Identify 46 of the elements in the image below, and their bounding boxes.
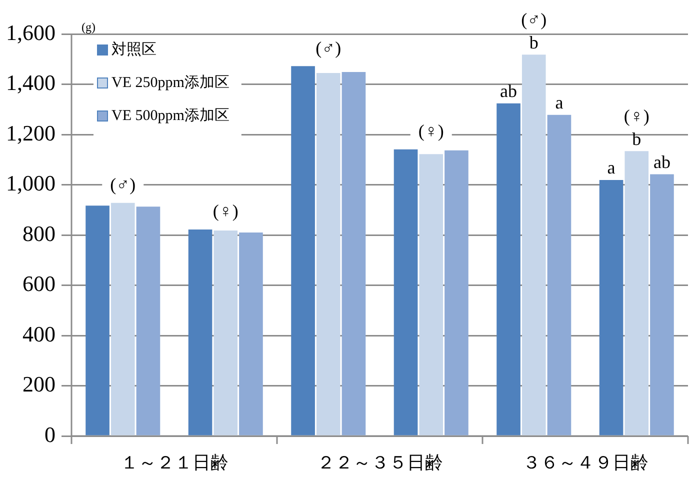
legend-label: VE 500ppm添加区 <box>112 106 230 124</box>
data-label: a <box>607 158 616 178</box>
legend-label: 対照区 <box>112 40 156 58</box>
bar <box>444 150 468 436</box>
bar <box>291 66 315 436</box>
y-tick-label: 400 <box>22 321 56 346</box>
data-label: ab <box>653 152 670 172</box>
y-tick-label: 1,200 <box>6 120 56 146</box>
bar <box>522 54 546 436</box>
x-tick-label: (♀) <box>212 201 238 222</box>
bar <box>419 154 444 436</box>
bar <box>239 232 263 436</box>
data-label: a <box>555 92 564 113</box>
bar <box>547 114 572 436</box>
legend-label: VE 250ppm添加区 <box>112 74 230 91</box>
bar <box>650 174 674 436</box>
bar <box>110 202 135 436</box>
text: ３６～４９日齢 <box>522 452 648 473</box>
bar <box>188 229 212 436</box>
y-tick-label: 0 <box>44 422 56 447</box>
bar <box>394 149 418 436</box>
x-tick-label: (♀) <box>418 121 444 142</box>
bar <box>496 103 520 436</box>
bar <box>214 230 238 436</box>
y-tick-label: 1,600 <box>6 20 56 45</box>
y-tick-label: 200 <box>22 372 56 397</box>
x-tick-label: (♂) <box>110 174 136 195</box>
y-tick-label: 600 <box>22 271 56 296</box>
data-label: ab <box>500 81 518 102</box>
data-label: b <box>632 128 642 149</box>
bar <box>86 206 110 436</box>
text: １～２１日齢 <box>120 452 228 473</box>
data-label: b <box>529 32 538 52</box>
y-tick-label: 1,000 <box>6 170 56 196</box>
y-axis-title: (g) <box>82 20 96 34</box>
y-tick-label: 800 <box>22 220 56 246</box>
bar <box>316 72 340 436</box>
x-tick-label: (♂) <box>521 9 547 30</box>
text: ２２～３５日齢 <box>316 452 443 473</box>
bar <box>136 206 160 436</box>
bar <box>599 180 624 436</box>
x-tick-label: (♀) <box>624 106 650 126</box>
bar <box>624 151 649 436</box>
x-tick-label: (♂) <box>316 38 342 58</box>
bar <box>342 72 366 436</box>
y-tick-label: 1,400 <box>6 70 56 96</box>
